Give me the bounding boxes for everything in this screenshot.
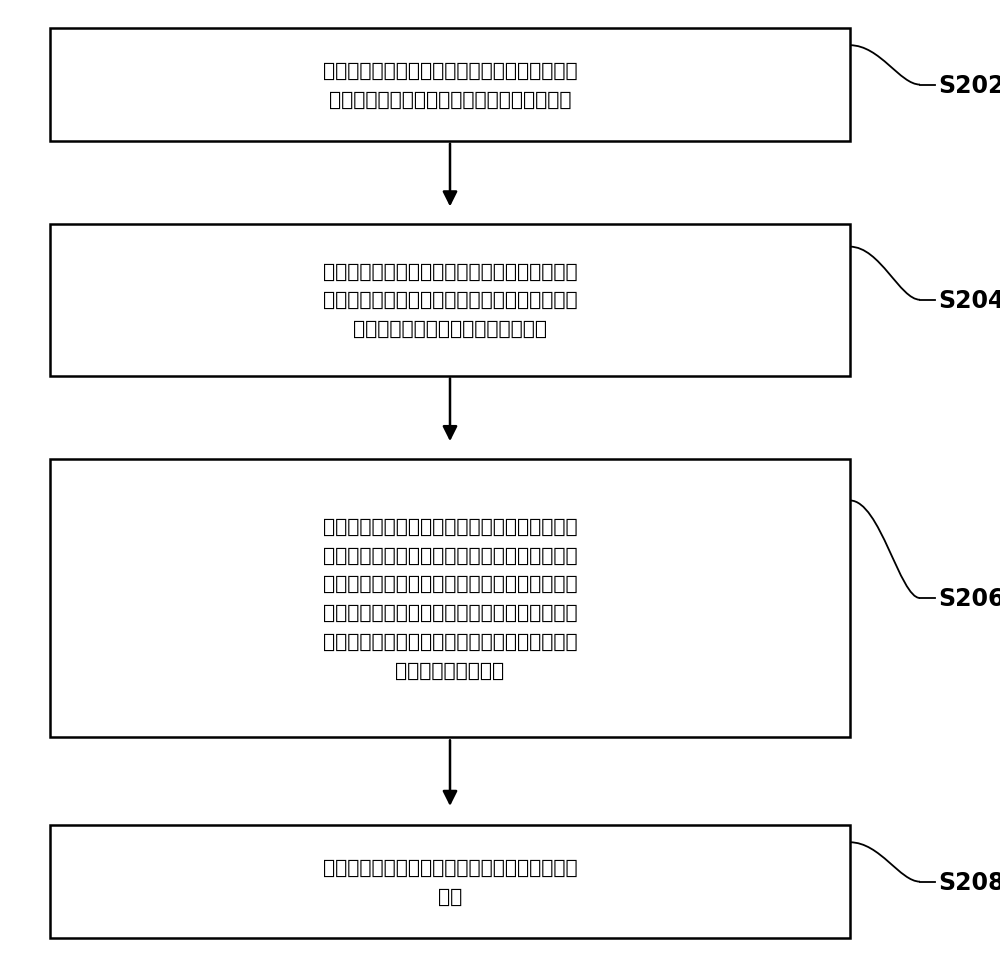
- Text: S206: S206: [938, 586, 1000, 611]
- Text: S204: S204: [938, 288, 1000, 313]
- FancyBboxPatch shape: [50, 225, 850, 376]
- FancyBboxPatch shape: [50, 459, 850, 738]
- FancyBboxPatch shape: [50, 826, 850, 938]
- Text: S208: S208: [938, 870, 1000, 894]
- FancyBboxPatch shape: [50, 29, 850, 142]
- Text: 根据该第三病灶尺寸和该成像距离确定病灶实际
尺寸: 根据该第三病灶尺寸和该成像距离确定病灶实际 尺寸: [323, 858, 577, 906]
- Text: 获取诊断组织的荧光图像与可见光图像，并依据
该荧光图像确定该荧光图像上的第一病灶尺寸: 获取诊断组织的荧光图像与可见光图像，并依据 该荧光图像确定该荧光图像上的第一病灶…: [323, 62, 577, 109]
- Text: 根据该第二病灶尺寸和坐标转换矩阵系数，确定
物理成像平面上的第三病灶尺寸，并根据荧光内
窥镜的荧光亮度、激发光强和成像距离的函数关
系确定该成像距离；其中，该可: 根据该第二病灶尺寸和坐标转换矩阵系数，确定 物理成像平面上的第三病灶尺寸，并根据…: [323, 517, 577, 680]
- Text: 在将该荧光图像与可见光图像进行像素对齐，并
进行图像融合的情况下，根据该第一病灶尺寸，
确定该可见光图像上的第二病灶尺寸: 在将该荧光图像与可见光图像进行像素对齐，并 进行图像融合的情况下，根据该第一病灶…: [323, 262, 577, 339]
- Text: S202: S202: [938, 73, 1000, 98]
